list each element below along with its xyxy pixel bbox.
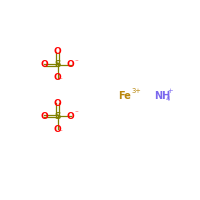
Text: O: O — [54, 99, 61, 108]
Text: ⁻: ⁻ — [59, 129, 63, 135]
Text: ⁻: ⁻ — [59, 78, 63, 84]
Text: O: O — [40, 60, 48, 69]
Text: 3+: 3+ — [132, 88, 142, 94]
Text: ⁻: ⁻ — [74, 111, 78, 117]
Text: O: O — [54, 47, 61, 56]
Text: NH: NH — [154, 91, 170, 101]
Text: S: S — [54, 60, 61, 69]
Text: ⁻: ⁻ — [74, 59, 78, 65]
Text: O: O — [67, 112, 75, 121]
Text: O: O — [40, 112, 48, 121]
Text: O: O — [54, 125, 61, 134]
Text: S: S — [54, 112, 61, 121]
Text: +: + — [168, 88, 173, 94]
Text: O: O — [54, 73, 61, 82]
Text: 4: 4 — [165, 96, 170, 102]
Text: Fe: Fe — [118, 91, 131, 101]
Text: O: O — [67, 60, 75, 69]
